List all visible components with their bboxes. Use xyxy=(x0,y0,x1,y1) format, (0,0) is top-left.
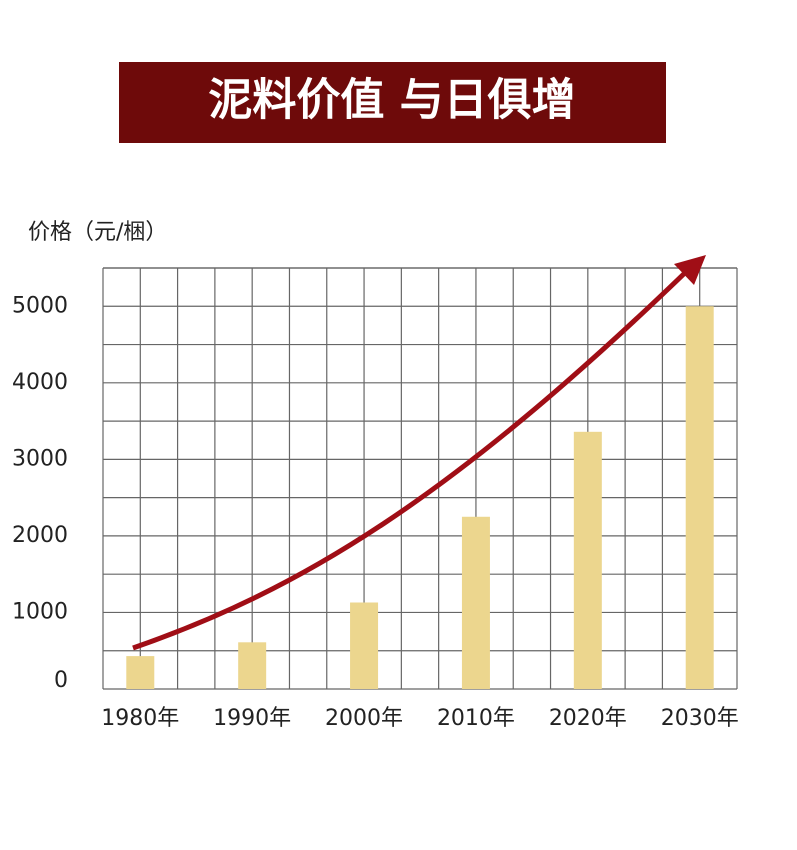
bar xyxy=(238,642,267,689)
y-tick-label: 5000 xyxy=(12,293,68,318)
x-tick-label: 2000年 xyxy=(325,706,403,731)
x-tick-label: 1990年 xyxy=(213,706,291,731)
bar xyxy=(461,516,490,689)
bar xyxy=(350,602,379,689)
x-tick-label: 2020年 xyxy=(549,706,627,731)
y-tick-label: 4000 xyxy=(12,370,68,395)
y-tick-label: 2000 xyxy=(12,523,68,548)
title-banner xyxy=(119,62,666,143)
x-tick-label: 2030年 xyxy=(661,706,739,731)
trend-arrow xyxy=(132,255,706,651)
bars xyxy=(126,306,714,689)
chart-title: 泥料价值 与日俱增 xyxy=(208,75,575,126)
y-tick-label: 3000 xyxy=(12,446,68,471)
arrow-head xyxy=(674,255,706,285)
bar xyxy=(685,306,714,689)
x-tick-label: 2010年 xyxy=(437,706,515,731)
bar xyxy=(126,656,155,689)
x-tick-label: 1980年 xyxy=(101,706,179,731)
y-tick-label: 1000 xyxy=(12,599,68,624)
arrow-line xyxy=(132,266,692,651)
y-axis-label: 价格（元/梱） xyxy=(28,220,167,245)
y-tick-label: 0 xyxy=(54,668,68,693)
bar xyxy=(573,431,602,689)
